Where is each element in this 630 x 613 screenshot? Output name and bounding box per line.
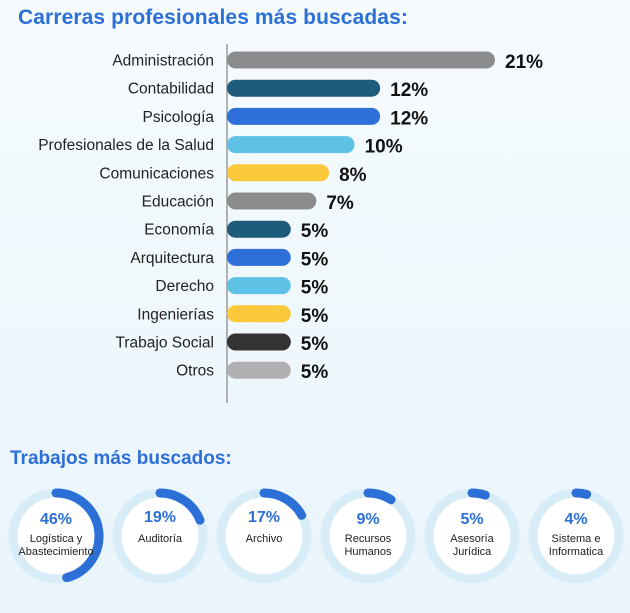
donut-label: Asesoría	[450, 533, 494, 545]
donut-label: Auditoría	[138, 533, 183, 545]
value-label: 5%	[301, 278, 329, 299]
donut-label: Logística y	[30, 533, 83, 545]
bar	[227, 277, 291, 295]
category-label: Ingenierías	[137, 306, 214, 323]
value-label: 5%	[301, 221, 329, 242]
value-label: 21%	[505, 52, 543, 73]
value-label: 5%	[301, 362, 329, 383]
category-label: Arquitectura	[130, 250, 214, 267]
bar	[227, 333, 291, 351]
value-label: 5%	[301, 306, 329, 327]
category-label: Comunicaciones	[99, 165, 214, 182]
category-label: Derecho	[155, 278, 214, 295]
value-label: 10%	[365, 137, 403, 158]
value-label: 7%	[326, 193, 354, 214]
value-label: 8%	[339, 165, 367, 186]
donut-label: Sistema e	[552, 533, 601, 545]
bar-chart: Administración 21% Contabilidad 12% Psicolog…	[38, 44, 543, 403]
value-label: 5%	[301, 334, 329, 355]
donut-label: Informatica	[549, 546, 604, 558]
category-label: Psicología	[142, 109, 214, 126]
donut-percent: 4%	[564, 511, 587, 528]
donut-label: Abastecimiento	[18, 546, 93, 558]
donut-percent: 46%	[40, 511, 72, 528]
donut-label: Jurídica	[453, 546, 492, 558]
donut-percent: 17%	[248, 509, 280, 526]
bar	[227, 164, 330, 182]
bar	[227, 220, 291, 238]
bar	[227, 51, 495, 69]
donut-label: Archivo	[246, 533, 283, 545]
category-label: Administración	[112, 53, 214, 70]
category-label: Otros	[176, 363, 214, 380]
category-label: Profesionales de la Salud	[38, 137, 214, 154]
donut-arc	[259, 488, 307, 520]
donut-label: Humanos	[344, 546, 392, 558]
bar	[227, 248, 291, 266]
donut-percent: 9%	[356, 511, 379, 528]
category-label: Economía	[144, 222, 214, 239]
bar	[227, 305, 291, 323]
bar	[227, 79, 381, 97]
donut-section-title: Trabajos más buscados:	[10, 448, 232, 469]
donut-arc	[363, 488, 396, 505]
donut-percent: 19%	[144, 509, 176, 526]
value-label: 12%	[390, 108, 428, 129]
value-label: 12%	[390, 80, 428, 101]
donut-arc	[155, 488, 205, 525]
bar	[227, 192, 317, 210]
bar	[227, 361, 291, 379]
bar	[227, 107, 381, 125]
category-label: Educación	[142, 194, 214, 211]
donut-percent: 5%	[460, 511, 483, 528]
bar-chart-title: Carreras profesionales más buscadas:	[18, 6, 408, 29]
donut-label: Recursos	[345, 533, 392, 545]
donut-arc	[467, 488, 490, 500]
bar	[227, 136, 355, 154]
value-label: 5%	[301, 249, 329, 270]
category-label: Trabajo Social	[115, 335, 214, 352]
category-label: Contabilidad	[128, 81, 214, 98]
donut-arc	[571, 488, 592, 499]
donut-arc	[51, 488, 104, 583]
